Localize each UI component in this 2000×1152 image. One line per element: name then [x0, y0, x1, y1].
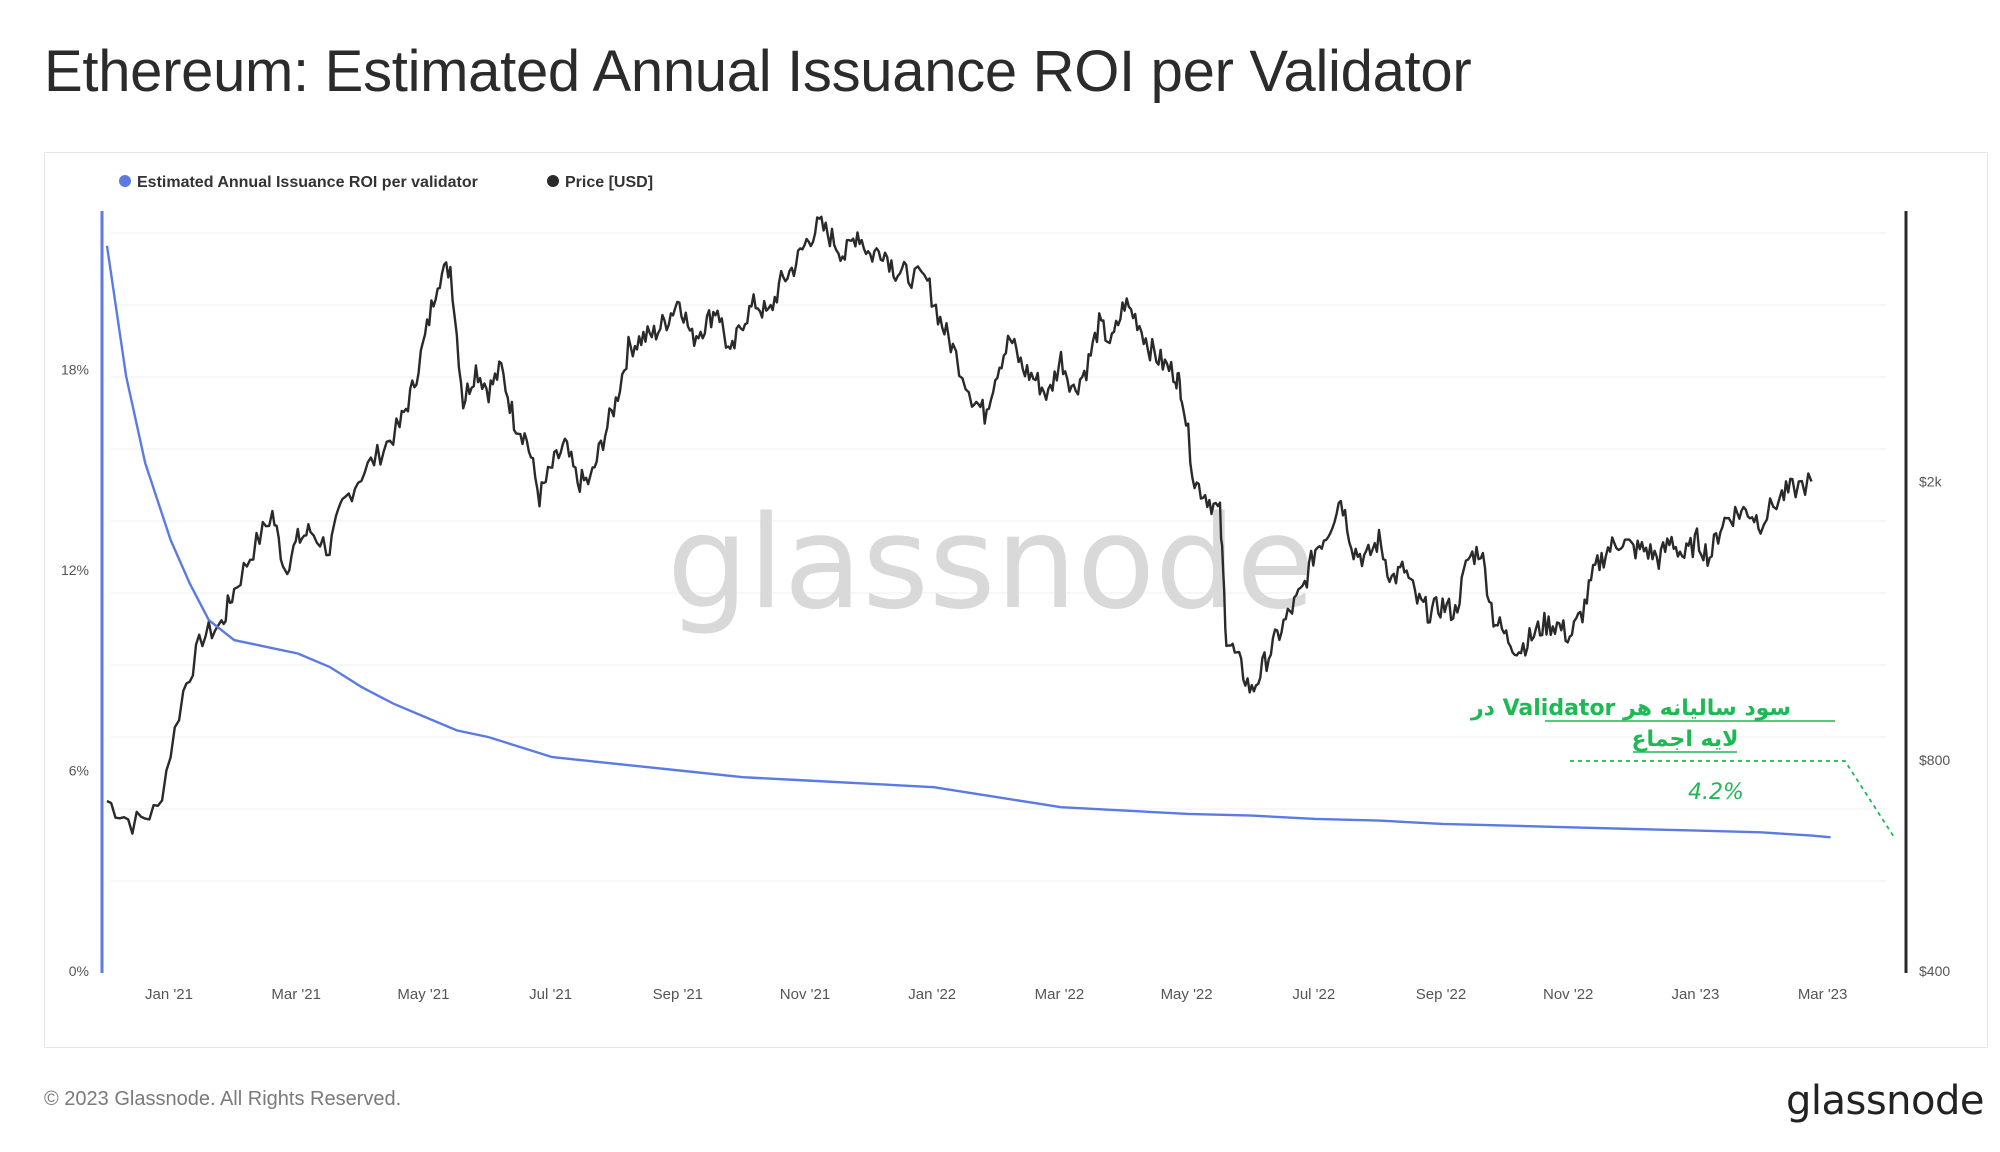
x-axis-tick-label: Nov '21: [780, 986, 830, 1003]
x-axis-tick-label: Jan '23: [1671, 986, 1719, 1003]
x-axis-tick-label: Mar '23: [1798, 986, 1848, 1003]
legend-label-roi[interactable]: Estimated Annual Issuance ROI per valida…: [137, 174, 478, 191]
chart-card: glassnode Estimated Annual Issuance ROI …: [44, 152, 1988, 1048]
watermark-text: glassnode: [667, 489, 1315, 638]
footer-logo[interactable]: glassnode: [1785, 1078, 1985, 1124]
right-axis-ticks: $400 $800 $2k: [1919, 473, 1950, 979]
x-axis-tick-label: Nov '22: [1543, 986, 1593, 1003]
page-title: Ethereum: Estimated Annual Issuance ROI …: [44, 39, 1472, 104]
x-axis-ticks: Jan '21 Mar '21 May '21 Jul '21 Sep '21 Nov '…: [145, 986, 1847, 1003]
roi-series-line: [105, 245, 1831, 839]
footer-copyright: © 2023 Glassnode. All Rights Reserved.: [44, 1088, 402, 1110]
right-axis-tick-label: $400: [1919, 963, 1950, 979]
grid: [111, 232, 1887, 882]
annotation-pointer: [1570, 760, 1895, 838]
x-axis-tick-label: May '21: [397, 986, 449, 1003]
x-axis-tick-label: May '22: [1161, 986, 1213, 1003]
annotation-value-label: 4.2%: [1688, 780, 1744, 805]
x-axis-tick-label: Jul '22: [1292, 986, 1335, 1003]
x-axis-tick-label: Jul '21: [529, 986, 572, 1003]
price-series-line: [106, 215, 1813, 835]
right-axis-tick-label: $800: [1919, 752, 1950, 768]
left-axis-tick-label: 0%: [69, 963, 89, 979]
annotation-line1: سود سالیانه هر Validator در: [1470, 696, 1791, 721]
x-axis-tick-label: Sep '22: [1416, 986, 1466, 1003]
left-axis-tick-label: 18%: [61, 361, 89, 377]
left-axis-ticks: 0% 6% 12% 18%: [61, 361, 89, 979]
x-axis-tick-label: Jan '21: [145, 986, 193, 1003]
left-axis-tick-label: 6%: [69, 762, 89, 778]
x-axis-tick-label: Jan '22: [908, 986, 956, 1003]
legend-marker-roi: [119, 175, 131, 187]
x-axis-tick-label: Mar '22: [1035, 986, 1085, 1003]
annotation: سود سالیانه هر Validator در لایه اجماع 4…: [1470, 696, 1895, 838]
annotation-line2: لایه اجماع: [1631, 727, 1738, 752]
left-axis-tick-label: 12%: [61, 562, 89, 578]
chart: glassnode Estimated Annual Issuance ROI …: [61, 174, 1950, 1003]
legend-label-price[interactable]: Price [USD]: [565, 174, 653, 191]
right-axis-tick-label: $2k: [1919, 473, 1943, 489]
legend: Estimated Annual Issuance ROI per valida…: [119, 174, 653, 191]
x-axis-tick-label: Mar '21: [271, 986, 321, 1003]
legend-marker-price: [547, 175, 559, 187]
x-axis-tick-label: Sep '21: [653, 986, 703, 1003]
